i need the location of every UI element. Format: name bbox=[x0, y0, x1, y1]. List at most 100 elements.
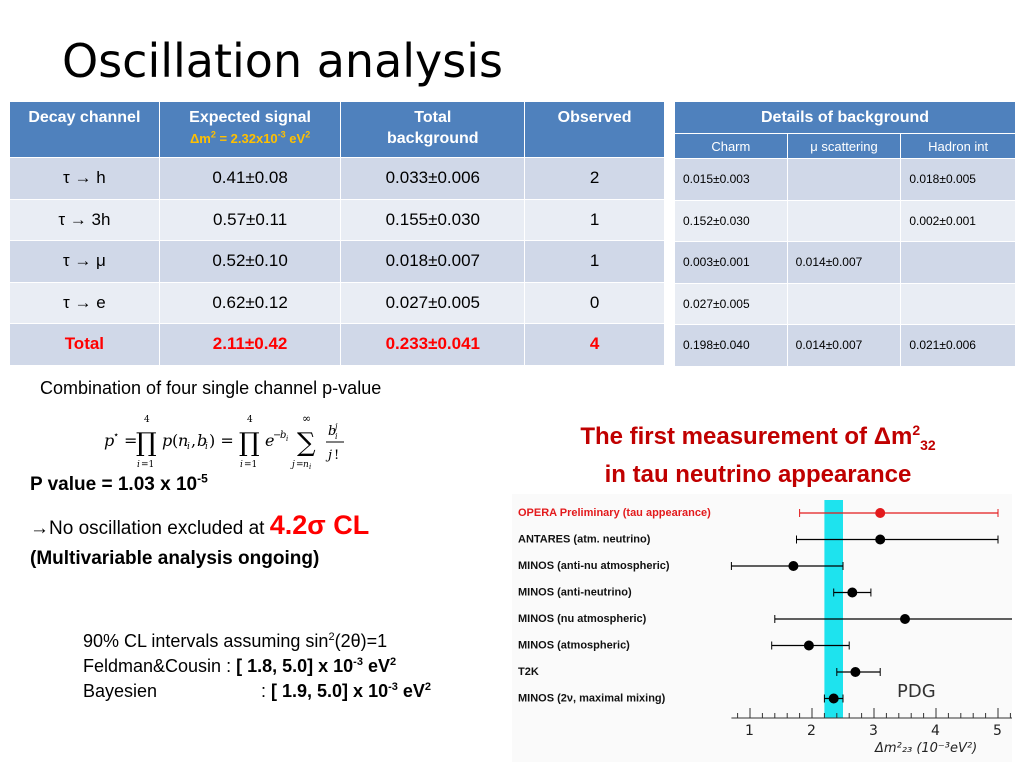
series-label: MINOS (2ν, maximal mixing) bbox=[518, 693, 666, 705]
bg-cell: 0.003±0.001 bbox=[674, 241, 788, 284]
bg-cell bbox=[786, 199, 902, 242]
series-label: MINOS (anti-neutrino) bbox=[518, 587, 632, 599]
bg-col-charm: Charm bbox=[674, 133, 788, 159]
data-point bbox=[803, 640, 814, 651]
svg-text:i: i bbox=[240, 460, 243, 470]
arrow-icon: → bbox=[30, 518, 49, 539]
header-observed: Observed bbox=[524, 101, 665, 158]
data-point bbox=[875, 508, 886, 518]
cell-channel: τ → 3h bbox=[9, 198, 160, 241]
svg-text:j: j bbox=[290, 460, 295, 470]
bg-cell: 0.014±0.007 bbox=[786, 241, 902, 284]
cell-observed: 4 bbox=[524, 323, 665, 366]
cell-background: 0.027±0.005 bbox=[340, 281, 526, 324]
bg-cell: 0.027±0.005 bbox=[674, 282, 788, 325]
bg-cell: 0.018±0.005 bbox=[900, 158, 1016, 201]
formula-graphic: p ⋆ = 4 ∏ i =1 p ( n i , b i ) = 4 ∏ i =1 … bbox=[104, 412, 344, 471]
svg-text:!: ! bbox=[334, 448, 339, 463]
interval-assumption: 90% CL intervals assuming sin2(2θ)=1 bbox=[83, 631, 388, 651]
svg-text:p: p bbox=[162, 431, 172, 450]
bg-col-hadron-int: Hadron int bbox=[900, 133, 1016, 159]
data-point bbox=[850, 667, 861, 677]
x-axis-label: Δm²₂₃ (10⁻³eV²) bbox=[874, 741, 977, 756]
svg-text:j: j bbox=[325, 448, 332, 463]
bg-cell: 0.152±0.030 bbox=[674, 199, 788, 242]
series-label: OPERA Preliminary (tau appearance) bbox=[518, 507, 711, 519]
bg-cell: 0.198±0.040 bbox=[674, 324, 788, 367]
bg-table-title: Details of background bbox=[674, 101, 1016, 134]
svg-text:i: i bbox=[335, 432, 338, 441]
bg-cell: 0.014±0.007 bbox=[786, 324, 902, 367]
svg-text:⋆: ⋆ bbox=[113, 430, 119, 441]
svg-text:=1: =1 bbox=[244, 460, 257, 470]
table-row: 0.015±0.003 0.018±0.005 bbox=[674, 158, 1016, 201]
cell-observed: 1 bbox=[524, 240, 665, 283]
cell-observed: 0 bbox=[524, 281, 665, 324]
first-measurement-line2: in tau neutrino appearance bbox=[604, 461, 912, 488]
table-row: 0.198±0.040 0.014±0.007 0.021±0.006 bbox=[674, 324, 1016, 367]
background-details-table: Details of background Charm μ scattering… bbox=[674, 101, 1016, 367]
cell-signal: 0.41±0.08 bbox=[158, 157, 342, 200]
series-label: T2K bbox=[518, 666, 539, 678]
multivariable-note: (Multivariable analysis ongoing) bbox=[30, 548, 320, 569]
data-point bbox=[900, 614, 910, 624]
table-row: τ → e 0.62±0.12 0.027±0.005 0 bbox=[9, 281, 665, 324]
cell-channel: τ → e bbox=[9, 281, 160, 324]
first-measurement-heading: The first measurement of Δm232 in tau ne… bbox=[508, 418, 1008, 494]
svg-text:j: j bbox=[333, 422, 338, 431]
svg-text:i: i bbox=[309, 463, 311, 471]
table-row: τ → 3h 0.57±0.11 0.155±0.030 1 bbox=[9, 198, 665, 241]
svg-text:) =: ) = bbox=[209, 431, 234, 450]
x-tick-label: 1 bbox=[745, 723, 754, 739]
svg-text:=1: =1 bbox=[141, 460, 154, 470]
header-expected-signal: Expected signal Δm2 = 2.32x10-3 eV2 bbox=[158, 101, 342, 158]
header-decay-channel: Decay channel bbox=[9, 101, 160, 158]
pdg-plot-svg: OPERA Preliminary (tau appearance) ANTARE… bbox=[518, 500, 1012, 756]
cell-observed: 1 bbox=[524, 198, 665, 241]
table-row-total: Total 2.11±0.42 0.233±0.041 4 bbox=[9, 323, 665, 366]
series-label: ANTARES (atm. neutrino) bbox=[518, 534, 651, 546]
table-row: τ → h 0.41±0.08 0.033±0.006 2 bbox=[9, 157, 665, 200]
bg-col-mu-scattering: μ scattering bbox=[786, 133, 902, 159]
svg-text:,: , bbox=[191, 431, 196, 450]
data-point bbox=[847, 587, 858, 598]
pvalue-formula: p ⋆ = 4 ∏ i =1 p ( n i , b i ) = 4 ∏ i =1 … bbox=[104, 408, 424, 474]
series-label: MINOS (nu atmospheric) bbox=[518, 613, 647, 625]
svg-text:b: b bbox=[280, 430, 286, 441]
signal-table: Decay channel Expected signal Δm2 = 2.32… bbox=[9, 101, 665, 366]
header-total-background: Total background bbox=[340, 101, 526, 158]
cell-channel: τ → h bbox=[9, 157, 160, 200]
cell-signal: 0.52±0.10 bbox=[158, 240, 342, 283]
svg-text:∞: ∞ bbox=[302, 412, 311, 425]
svg-text:b: b bbox=[197, 431, 207, 450]
data-point bbox=[788, 561, 799, 571]
cell-background: 0.155±0.030 bbox=[340, 198, 526, 241]
svg-text:(: ( bbox=[172, 431, 178, 450]
cell-background: 0.233±0.041 bbox=[340, 323, 526, 366]
first-measurement-line1: The first measurement of Δm232 bbox=[580, 422, 936, 453]
svg-text:=: = bbox=[296, 460, 304, 470]
x-tick-label: 2 bbox=[807, 723, 816, 739]
expected-signal-condition: Δm2 = 2.32x10-3 eV2 bbox=[189, 129, 311, 146]
svg-text:4: 4 bbox=[144, 415, 150, 425]
cell-signal: 0.62±0.12 bbox=[158, 281, 342, 324]
cell-signal: 0.57±0.11 bbox=[158, 198, 342, 241]
data-point bbox=[875, 534, 886, 545]
table-row: 0.027±0.005 bbox=[674, 282, 1016, 325]
cell-background: 0.018±0.007 bbox=[340, 240, 526, 283]
cell-signal: 2.11±0.42 bbox=[158, 323, 342, 366]
no-oscillation-statement: →No oscillation excluded at 4.2σ CL bbox=[30, 510, 370, 540]
svg-text:∏: ∏ bbox=[239, 428, 260, 458]
page-title: Oscillation analysis bbox=[62, 34, 503, 88]
svg-text:∑: ∑ bbox=[297, 428, 316, 458]
bg-cell bbox=[786, 282, 902, 325]
pdg-badge: PDG bbox=[897, 681, 936, 702]
svg-text:b: b bbox=[328, 424, 336, 439]
table-row: 0.003±0.001 0.014±0.007 bbox=[674, 241, 1016, 284]
bg-cell bbox=[900, 282, 1016, 325]
svg-text:4: 4 bbox=[247, 415, 253, 425]
bg-cell: 0.002±0.001 bbox=[900, 199, 1016, 242]
confidence-intervals: 90% CL intervals assuming sin2(2θ)=1 Fel… bbox=[83, 629, 431, 704]
best-fit-band bbox=[824, 500, 843, 718]
interval-feldman-cousin: Feldman&Cousin : [ 1.8, 5.0] x 10-3 eV2 bbox=[83, 656, 397, 676]
